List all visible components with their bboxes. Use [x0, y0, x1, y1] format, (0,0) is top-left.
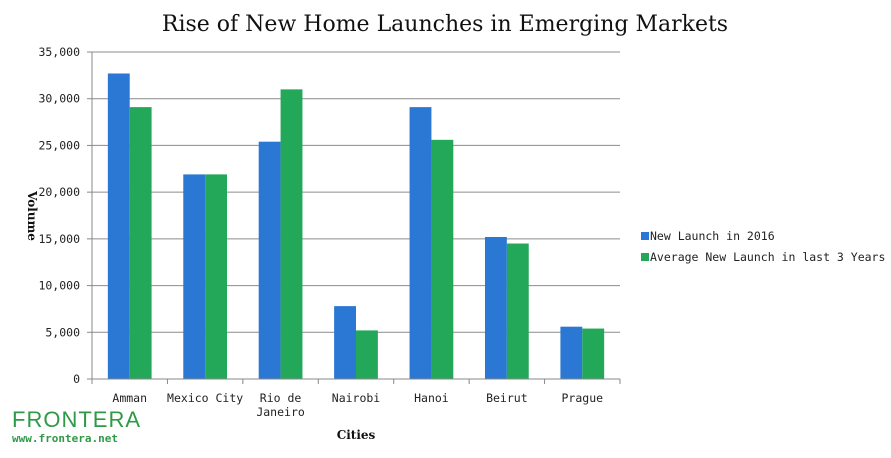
- y-tick-labels: 0 5,000 10,000 15,000 20,000 25,000 30,000 35,0…: [38, 45, 92, 386]
- x-category-label: Nairobi: [332, 391, 381, 405]
- y-tick-label: 5,000: [45, 325, 80, 339]
- x-category-label: Prague: [562, 391, 604, 405]
- bar: [129, 107, 152, 379]
- y-tick-label: 25,000: [38, 138, 80, 152]
- y-tick-label: 10,000: [38, 279, 80, 293]
- legend-label: Average New Launch in last 3 Years: [650, 250, 885, 264]
- x-axis-label: Cities: [337, 428, 376, 442]
- y-tick-label: 15,000: [38, 232, 80, 246]
- bar: [258, 141, 281, 379]
- x-category-label: Hanoi: [414, 391, 449, 405]
- y-tick-label: 0: [73, 372, 80, 386]
- legend-swatch: [641, 232, 649, 240]
- bar: [356, 330, 378, 379]
- bar: [506, 243, 529, 379]
- bar: [107, 73, 130, 379]
- y-axis-label: Volume: [25, 190, 39, 241]
- bar: [409, 107, 432, 379]
- y-tick-label: 20,000: [38, 185, 80, 199]
- bar: [582, 328, 605, 379]
- bar: [431, 139, 454, 379]
- logo-name: FRONTERA: [12, 407, 141, 432]
- x-category-label: Beirut: [486, 391, 528, 405]
- frontera-logo: FRONTERA www.frontera.net: [12, 408, 141, 446]
- bar: [334, 306, 356, 379]
- legend: New Launch in 2016 Average New Launch in …: [641, 229, 885, 264]
- legend-swatch: [641, 253, 649, 261]
- y-tick-label: 30,000: [38, 92, 80, 106]
- gridlines: [92, 51, 620, 333]
- bar: [183, 174, 206, 379]
- bar: [205, 174, 228, 379]
- bar: [484, 236, 507, 379]
- bars: [107, 73, 605, 379]
- x-category-label: Amman: [112, 391, 147, 405]
- x-category-label: Rio de Janeiro: [256, 391, 305, 419]
- x-category-labels: Amman Mexico City Rio de Janeiro Nairobi Hano…: [91, 379, 621, 419]
- logo-url: www.frontera.net: [12, 432, 118, 445]
- x-category-label: Mexico City: [167, 391, 243, 405]
- y-tick-label: 35,000: [38, 45, 80, 59]
- bar: [280, 89, 303, 379]
- bar: [560, 326, 583, 379]
- chart-title: Rise of New Home Launches in Emerging Ma…: [162, 12, 728, 37]
- legend-label: New Launch in 2016: [650, 229, 775, 243]
